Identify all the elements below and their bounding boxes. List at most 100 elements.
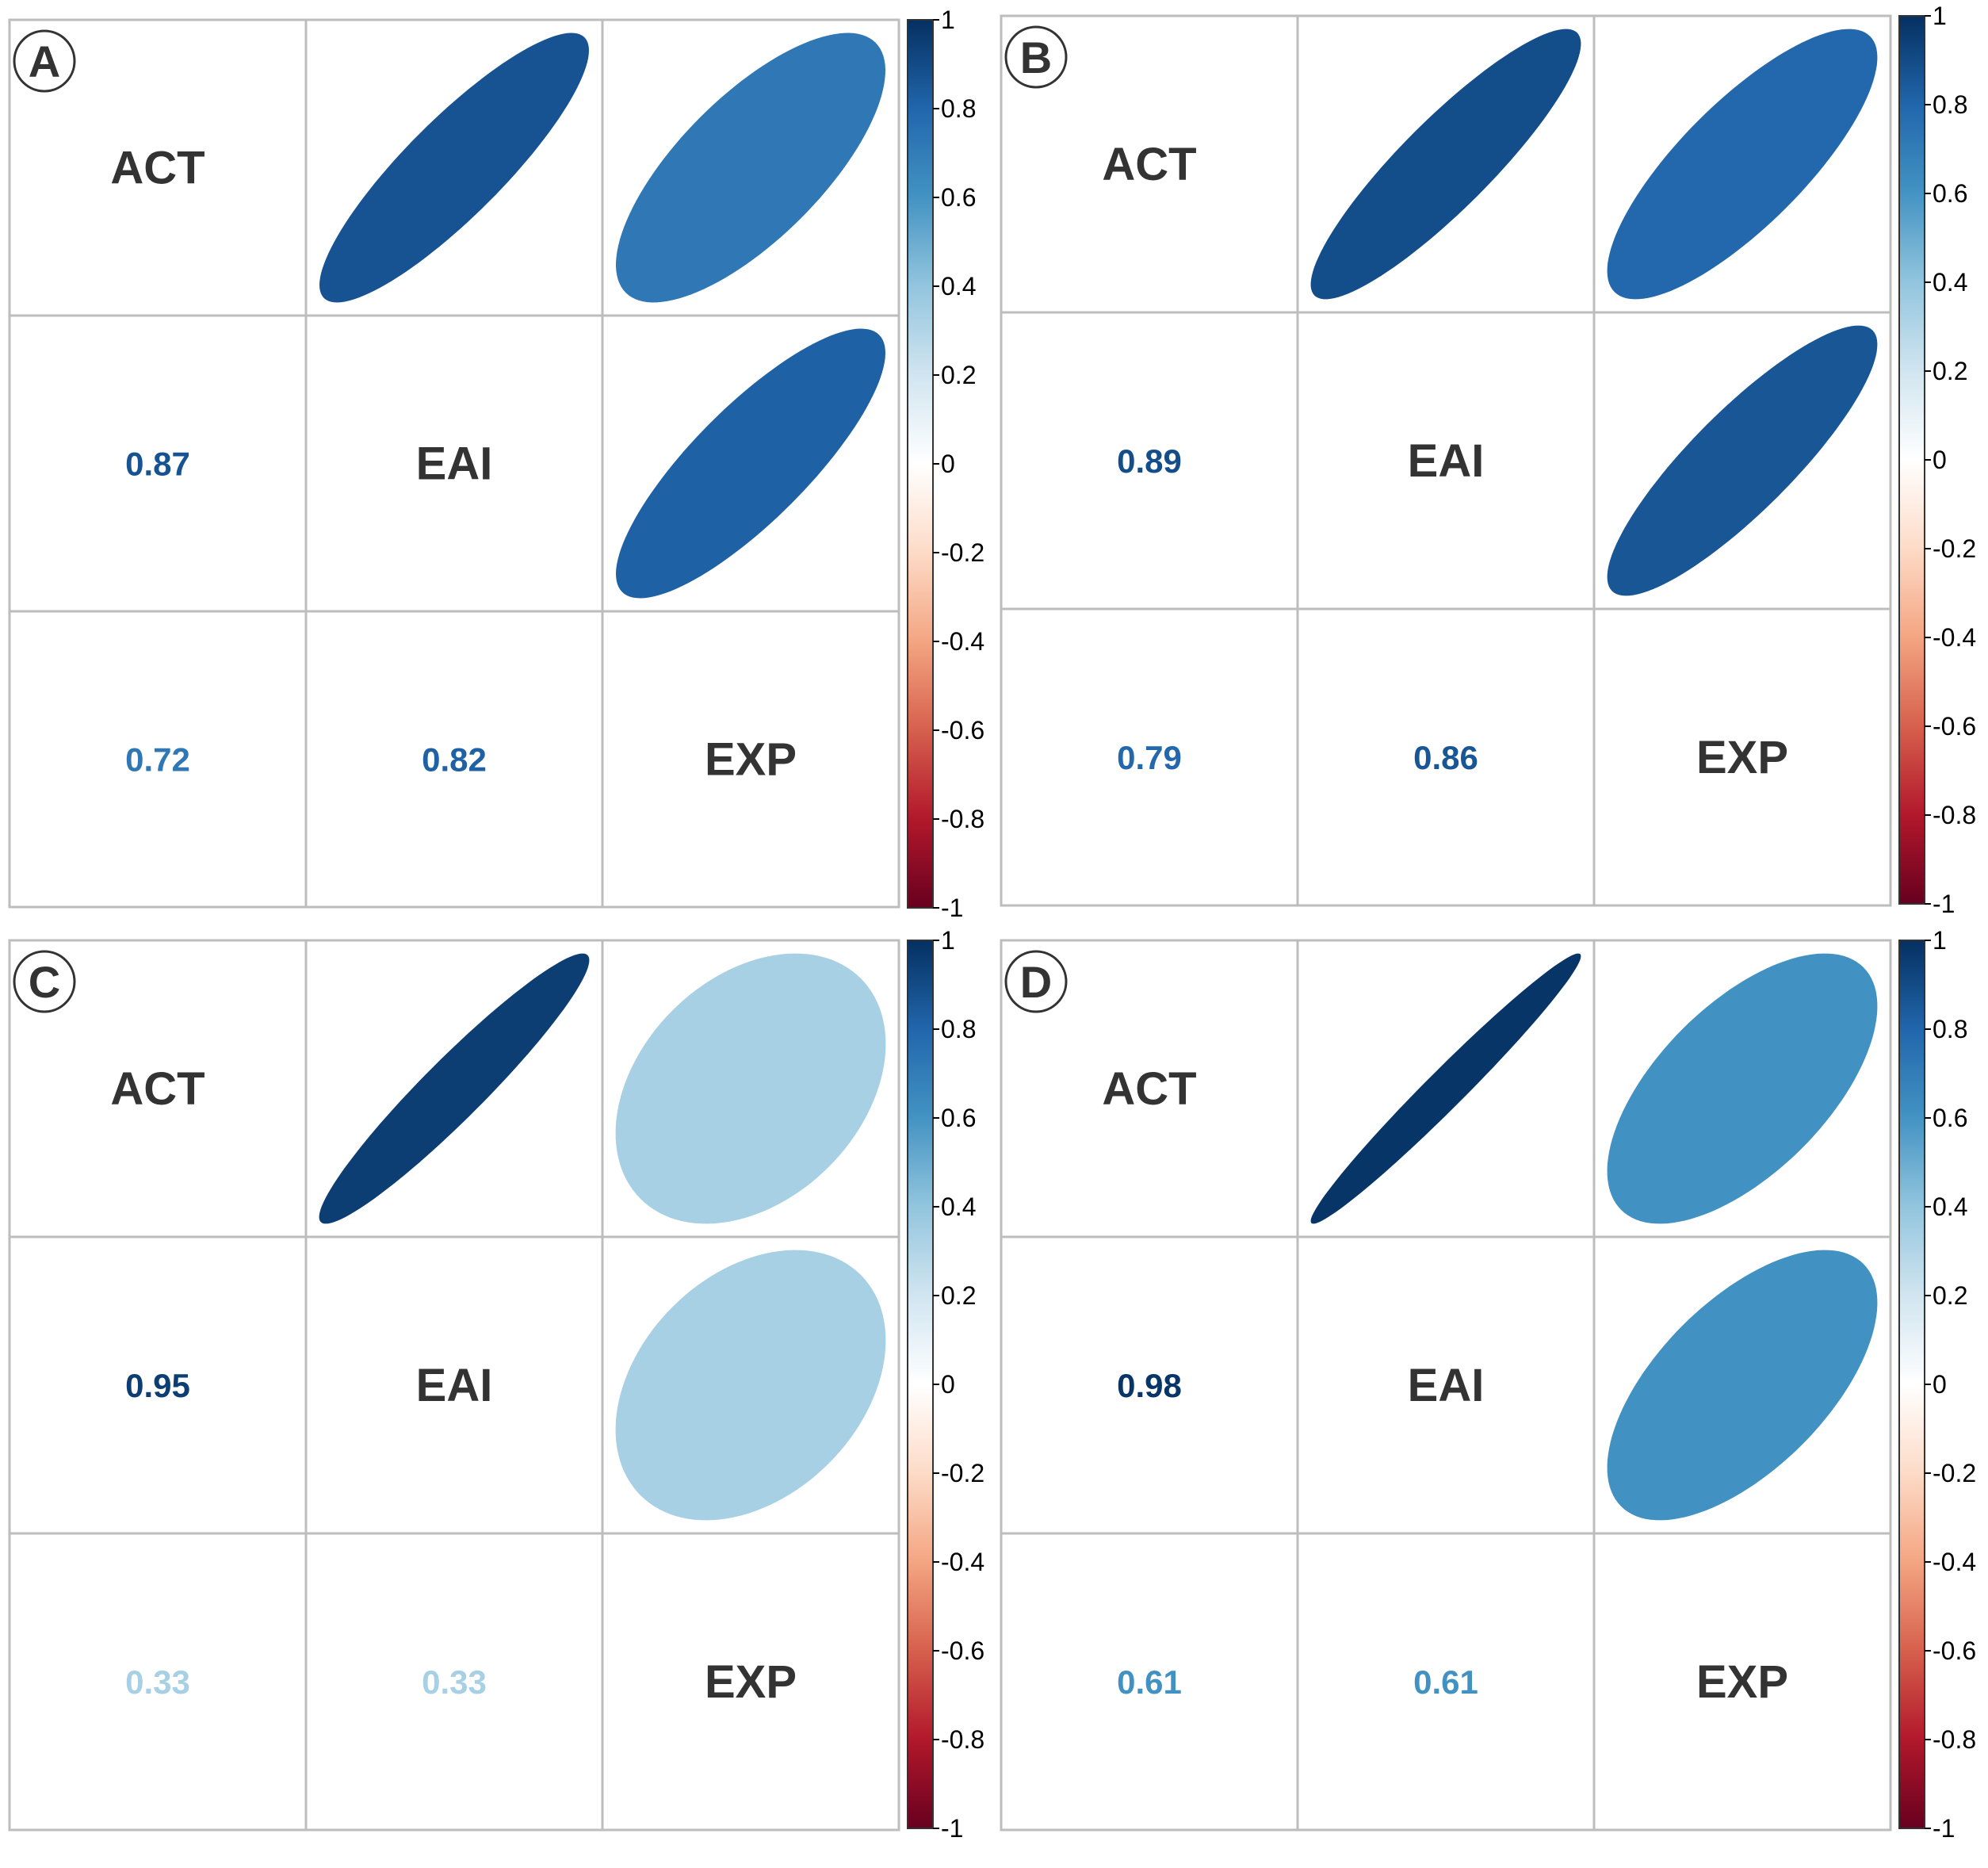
colorbar-tick-label: 0.6 (941, 1104, 976, 1132)
colorbar-tick-label: 0.2 (1933, 1281, 1967, 1310)
coefficient-label: 0.61 (1413, 1663, 1478, 1701)
variable-label-exp: EXP (1696, 1656, 1788, 1708)
colorbar-tick-label: 0 (1933, 446, 1947, 474)
colorbar-tick-label: 0.8 (1933, 90, 1967, 119)
variable-label-exp: EXP (1696, 732, 1788, 783)
variable-label-act: ACT (110, 1063, 205, 1115)
panel-letter-circle (13, 29, 76, 93)
colorbar-tick-label: 0.6 (941, 183, 976, 212)
coefficient-label: 0.98 (1117, 1367, 1182, 1404)
coefficient-label: 0.89 (1117, 442, 1182, 480)
panel-letter-circle (1004, 25, 1068, 89)
colorbar-tick-label: -0.8 (941, 805, 984, 833)
colorbar-tick-label: 0.8 (941, 1015, 976, 1043)
panel-C: ACT EAI EXP 0.95 0.33 0.33 C 1 0.8 0.6 0.4 0.2 0 -0.2… (8, 926, 984, 1843)
colorbar-tick-label: -1 (1933, 1814, 1955, 1843)
correlation-ellipse (616, 33, 885, 303)
colorbar-tick-label: 1 (941, 6, 955, 34)
coefficient-label: 0.86 (1413, 739, 1478, 776)
colorbar-tick-label: -0.8 (941, 1725, 984, 1754)
colorbar-tick-label: -1 (941, 1814, 963, 1843)
panel-letter: D (1020, 957, 1052, 1007)
colorbar-tick-label: -0.2 (1933, 534, 1976, 563)
coefficient-label: 0.61 (1117, 1663, 1182, 1701)
colorbar-tick-label: -0.2 (941, 1459, 984, 1487)
colorbar (1898, 15, 1925, 905)
colorbar-tick-label: 0.2 (941, 361, 976, 389)
colorbar-tick-label: 0.8 (941, 94, 976, 123)
grid-border (1000, 14, 1892, 907)
colorbar-tick-label: -0.2 (1933, 1459, 1976, 1487)
correlation-ellipse (1607, 953, 1878, 1224)
variable-label-eai: EAI (1408, 435, 1485, 487)
colorbar-tick-label: 0 (1933, 1370, 1947, 1399)
colorbar (1898, 940, 1925, 1829)
colorbar-tick-label: 0 (941, 1370, 955, 1399)
colorbar-tick-label: -0.4 (941, 1548, 984, 1576)
correlation-ellipse (1607, 1250, 1878, 1521)
coefficient-label: 0.87 (125, 446, 190, 483)
panel-letter: B (1020, 33, 1052, 82)
colorbar-tick-label: 0.4 (1933, 268, 1967, 297)
correlation-ellipse (1607, 29, 1878, 300)
colorbar-tick-label: 1 (941, 926, 955, 955)
variable-label-eai: EAI (1408, 1360, 1485, 1411)
variable-label-eai: EAI (416, 438, 493, 490)
coefficient-label: 0.79 (1117, 739, 1182, 776)
grid-border (8, 18, 900, 909)
correlation-ellipse (1607, 325, 1878, 596)
colorbar-tick-label: 0.6 (1933, 1104, 1967, 1132)
variable-label-act: ACT (110, 143, 205, 194)
colorbar-tick-label: -0.8 (1933, 1725, 1976, 1754)
colorbar-tick-label: -0.2 (941, 538, 984, 567)
panel-letter: A (29, 36, 60, 86)
panel-letter-circle (1004, 950, 1068, 1013)
panel-A: ACT EAI EXP 0.87 0.72 0.82 A 1 0.8 0.6 0.4 0.2 0 -0.2… (8, 6, 984, 922)
panel-B: ACT EAI EXP 0.89 0.79 0.86 B 1 0.8 0.6 0.4 0.2 0 -0.2… (1000, 2, 1976, 918)
colorbar-tick-label: 1 (1933, 926, 1947, 955)
correlation-ellipse (1310, 953, 1581, 1224)
colorbar-tick-label: 0 (941, 450, 955, 478)
colorbar-tick-label: 0.4 (1933, 1192, 1967, 1221)
variable-label-exp: EXP (705, 1656, 797, 1708)
variable-label-eai: EAI (416, 1360, 493, 1411)
colorbar-tick-label: 0.2 (941, 1281, 976, 1310)
coefficient-label: 0.82 (422, 741, 487, 779)
correlation-ellipse (615, 953, 886, 1224)
variable-label-exp: EXP (705, 734, 797, 786)
colorbar-tick-label: -1 (1933, 890, 1955, 918)
colorbar-tick-label: -0.4 (1933, 623, 1976, 652)
variable-label-act: ACT (1102, 139, 1196, 190)
colorbar-tick-label: 0.4 (941, 272, 976, 300)
colorbar-tick-label: 0.2 (1933, 357, 1967, 385)
colorbar-tick-label: 0.6 (1933, 179, 1967, 208)
colorbar-tick-label: -1 (941, 894, 963, 922)
panel-D: ACT EAI EXP 0.98 0.61 0.61 D 1 0.8 0.6 0.4 0.2 0 -0.2… (1000, 926, 1976, 1843)
colorbar-tick-label: -0.4 (941, 627, 984, 656)
colorbar-tick-label: -0.4 (1933, 1548, 1976, 1576)
colorbar (907, 940, 934, 1829)
colorbar-tick-label: -0.6 (1933, 1636, 1976, 1665)
colorbar-tick-label: -0.6 (941, 716, 984, 745)
colorbar-tick-label: 0.8 (1933, 1015, 1967, 1043)
correlation-ellipse (319, 953, 590, 1224)
correlation-ellipse (616, 328, 885, 599)
colorbar-tick-label: -0.6 (1933, 712, 1976, 741)
coefficient-label: 0.33 (125, 1663, 190, 1701)
coefficient-label: 0.72 (125, 741, 190, 779)
correlation-ellipse (319, 33, 589, 303)
grid-border (8, 939, 900, 1832)
grid-border (1000, 939, 1892, 1832)
colorbar (907, 19, 934, 909)
colorbar-tick-label: 1 (1933, 2, 1947, 30)
panel-letter: C (29, 957, 60, 1007)
colorbar-tick-label: -0.8 (1933, 801, 1976, 829)
colorbar-tick-label: -0.6 (941, 1636, 984, 1665)
correlation-ellipse (1310, 29, 1581, 300)
colorbar-tick-label: 0.4 (941, 1192, 976, 1221)
variable-label-act: ACT (1102, 1063, 1196, 1115)
correlation-ellipse (615, 1250, 886, 1521)
coefficient-label: 0.95 (125, 1367, 190, 1404)
panel-letter-circle (13, 950, 76, 1013)
